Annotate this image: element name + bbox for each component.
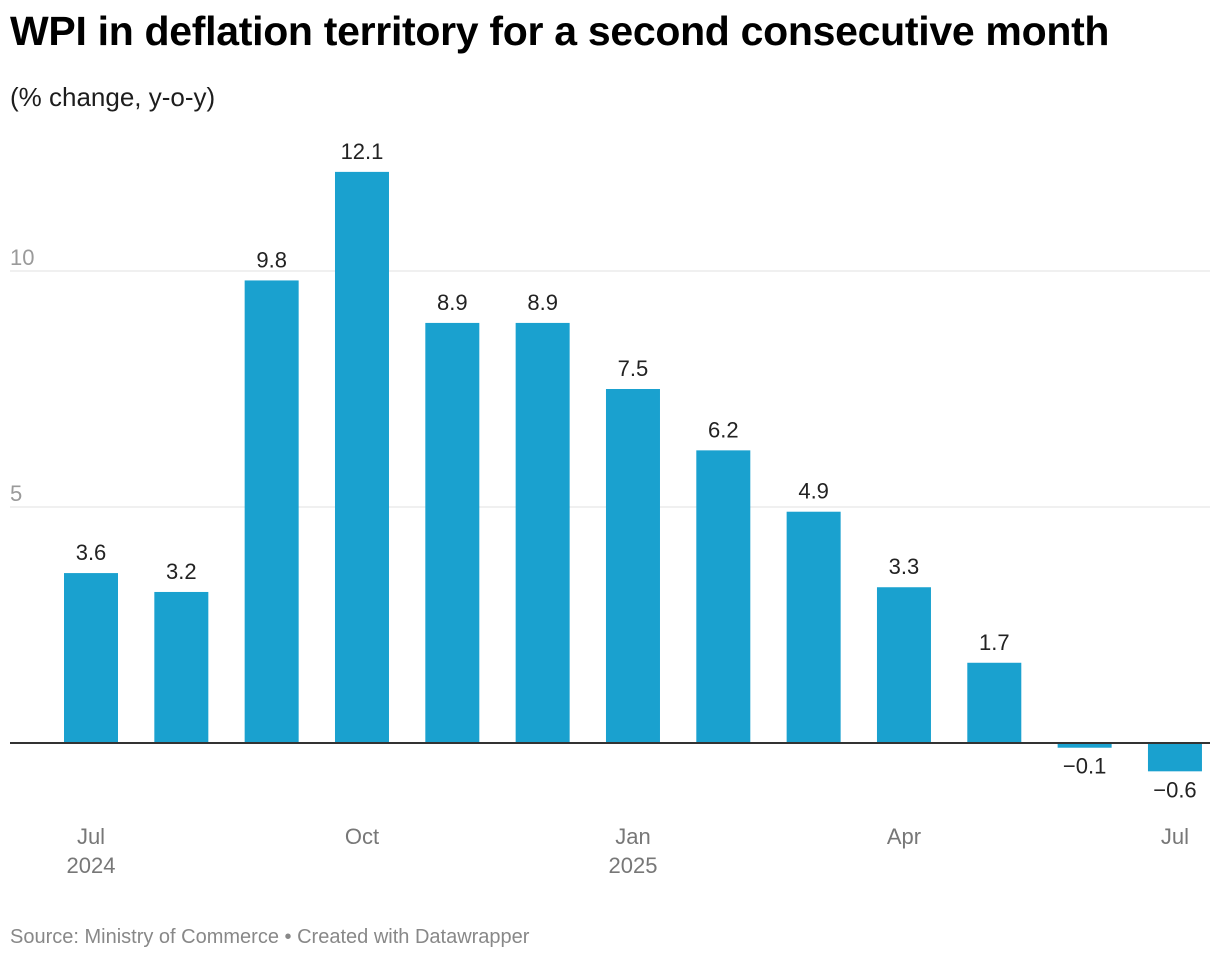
x-tick-label: Jul [77, 824, 105, 849]
bar [696, 450, 751, 743]
x-tick-label: Apr [887, 824, 921, 849]
x-tick-label: Oct [345, 824, 379, 849]
x-tick-year-label: 2024 [67, 853, 116, 878]
data-label: −0.6 [1153, 777, 1196, 802]
y-tick-label: 5 [10, 481, 22, 506]
bar [515, 322, 570, 743]
bar [1057, 743, 1112, 748]
data-label: 3.2 [166, 559, 197, 584]
x-tick-label: Jan [615, 824, 650, 849]
bar [876, 587, 931, 743]
x-tick-year-label: 2025 [609, 853, 658, 878]
source-note: Source: Ministry of Commerce [10, 926, 279, 948]
bar [786, 511, 841, 743]
credit-note: Created with Datawrapper [297, 926, 530, 948]
data-label: 9.8 [256, 247, 287, 272]
data-label: 8.9 [437, 290, 468, 315]
data-label: 1.7 [979, 630, 1010, 655]
footer-separator: • [284, 926, 292, 948]
bar [967, 662, 1022, 743]
data-label: −0.1 [1063, 754, 1106, 779]
data-label: 4.9 [798, 479, 829, 504]
bar [1147, 743, 1202, 772]
y-tick-label: 10 [10, 245, 34, 270]
data-label: 8.9 [527, 290, 558, 315]
chart-subtitle: (% change, y-o-y) [10, 82, 216, 112]
data-label: 3.3 [889, 554, 920, 579]
data-label: 6.2 [708, 417, 739, 442]
x-tick-label: Jul [1161, 824, 1189, 849]
data-label: 12.1 [341, 139, 384, 164]
bar [244, 280, 299, 743]
data-label: 7.5 [618, 356, 649, 381]
bar [154, 591, 209, 743]
data-label: 3.6 [76, 540, 107, 565]
bar [425, 322, 480, 743]
bar [605, 389, 660, 743]
chart-footer: Source: Ministry of Commerce • Created w… [10, 926, 529, 949]
bar [64, 573, 118, 743]
chart-title: WPI in deflation territory for a second … [10, 8, 1110, 54]
bar [334, 171, 389, 743]
